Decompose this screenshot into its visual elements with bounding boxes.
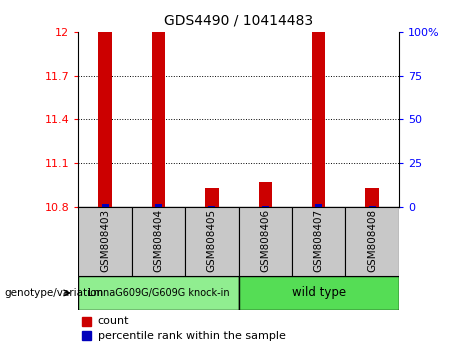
Text: LmnaG609G/G609G knock-in: LmnaG609G/G609G knock-in — [88, 288, 229, 298]
Bar — [205, 188, 219, 207]
Bar — [262, 206, 269, 207]
Text: GSM808405: GSM808405 — [207, 209, 217, 272]
Bar — [152, 32, 165, 207]
FancyBboxPatch shape — [292, 207, 345, 276]
FancyBboxPatch shape — [239, 207, 292, 276]
Text: genotype/variation: genotype/variation — [5, 288, 104, 298]
Bar — [312, 32, 325, 207]
Title: GDS4490 / 10414483: GDS4490 / 10414483 — [164, 14, 313, 28]
FancyBboxPatch shape — [78, 276, 239, 310]
FancyBboxPatch shape — [185, 207, 239, 276]
Bar — [82, 331, 91, 341]
Text: wild type: wild type — [292, 286, 346, 299]
Text: GSM808406: GSM808406 — [260, 209, 270, 272]
Text: count: count — [98, 316, 129, 326]
FancyBboxPatch shape — [345, 207, 399, 276]
Text: GSM808403: GSM808403 — [100, 209, 110, 272]
Bar — [369, 206, 376, 207]
FancyBboxPatch shape — [78, 207, 132, 276]
Bar — [259, 182, 272, 207]
Bar — [208, 206, 215, 207]
Text: percentile rank within the sample: percentile rank within the sample — [98, 331, 285, 341]
Bar — [315, 204, 322, 207]
Bar — [366, 188, 379, 207]
Bar — [82, 317, 91, 326]
FancyBboxPatch shape — [239, 276, 399, 310]
FancyBboxPatch shape — [132, 207, 185, 276]
Bar — [101, 204, 108, 207]
Text: GSM808404: GSM808404 — [154, 209, 164, 272]
Text: GSM808407: GSM808407 — [313, 209, 324, 272]
Text: GSM808408: GSM808408 — [367, 209, 377, 272]
Bar — [98, 32, 112, 207]
Bar — [155, 204, 162, 207]
